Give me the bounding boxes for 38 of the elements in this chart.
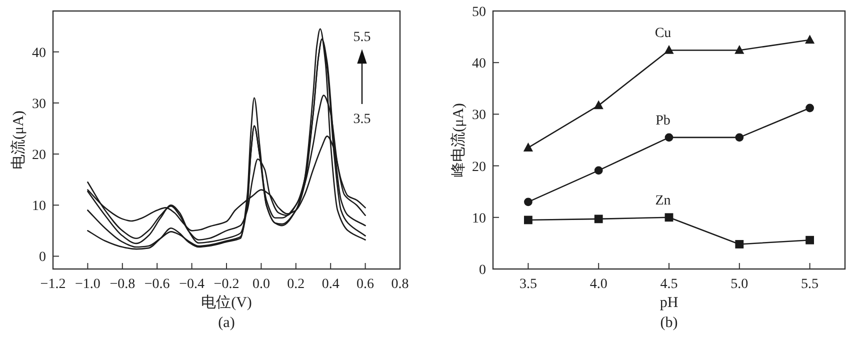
y-tick-label: 30 (32, 96, 46, 112)
y-tick-label: 40 (32, 46, 46, 61)
x-tick-label: 0.4 (322, 277, 340, 292)
y-tick-label: 40 (472, 56, 486, 72)
text: (b) (660, 315, 678, 331)
y-tick-label: 20 (472, 160, 486, 175)
y-tick-label: 20 (32, 148, 46, 164)
x-axis-title: 电位(V) (201, 294, 252, 311)
x-tick-label: −0.2 (214, 277, 240, 292)
x-tick-label: −0.6 (144, 277, 170, 292)
annotation: 3.5 (353, 112, 371, 127)
x-tick-label: −1.0 (74, 277, 100, 292)
x-tick-label: 0.2 (287, 277, 305, 292)
x-tick-label: 4.5 (660, 277, 678, 292)
x-tick-label: −0.8 (110, 277, 136, 292)
x-axis-title: pH (660, 295, 678, 311)
x-tick-label: 3.5 (519, 277, 537, 292)
text: (a) (218, 315, 235, 331)
x-tick-label: 0.6 (356, 277, 374, 292)
y-tick-label: 0 (479, 263, 486, 278)
y-tick-label: 10 (472, 211, 486, 226)
x-tick-label: 5.0 (730, 277, 748, 292)
series-label: Cu (654, 26, 672, 42)
x-tick-label: −1.2 (40, 277, 66, 292)
y-axis-title: 电流(μA) (10, 110, 27, 170)
y-tick-label: 10 (32, 199, 46, 214)
y-tick-label: 0 (39, 250, 46, 266)
y-axis-title: 峰电流(μA) (450, 103, 467, 177)
y-tick-label: 30 (472, 108, 486, 124)
series-label: Zn (655, 193, 671, 208)
x-tick-label: 4.0 (590, 277, 608, 292)
x-tick-label: 0.8 (391, 277, 409, 292)
y-tick-label: 50 (472, 5, 486, 20)
x-tick-label: −0.4 (179, 277, 205, 292)
x-tick-label: 5.5 (801, 277, 819, 292)
x-tick-label: 0.0 (252, 277, 270, 292)
annotation: 5.5 (353, 30, 371, 45)
series-label: Pb (656, 113, 670, 128)
